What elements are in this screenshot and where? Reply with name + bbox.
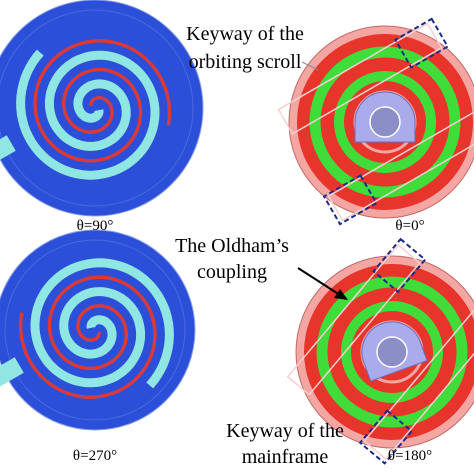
scroll	[18, 275, 157, 399]
keyway-box	[372, 237, 427, 294]
angle-label: θ=180°	[388, 448, 432, 464]
callout-text: mainframe	[242, 446, 329, 468]
callout-text: coupling	[197, 261, 267, 283]
bearing	[369, 106, 401, 138]
keyway	[277, 22, 443, 135]
arrow-head	[334, 289, 348, 300]
angle-label: θ=0°	[395, 218, 424, 234]
ring	[0, 9, 194, 207]
port	[0, 135, 16, 166]
ring	[309, 46, 461, 198]
callout-text: The Oldham’s	[175, 235, 289, 257]
ring	[316, 276, 468, 428]
ring	[341, 301, 443, 403]
scroll	[30, 258, 174, 389]
angle-label: θ=270°	[73, 448, 117, 464]
angle-label: θ=90°	[77, 218, 114, 234]
arrow	[297, 267, 341, 296]
ring	[334, 71, 436, 173]
keyway	[327, 109, 474, 222]
callout-text: Keyway of the	[226, 420, 344, 442]
keyway	[286, 243, 421, 396]
scroll	[16, 49, 160, 180]
scroll	[33, 39, 172, 163]
keyway-box	[358, 409, 414, 465]
keyway	[363, 308, 474, 461]
ring	[4, 239, 186, 421]
callout-text: orbiting scroll	[189, 51, 302, 73]
port	[0, 357, 24, 388]
leader	[301, 61, 319, 71]
callout-text: Keyway of the	[186, 23, 304, 45]
bearing	[376, 336, 408, 368]
disc	[0, 0, 204, 217]
